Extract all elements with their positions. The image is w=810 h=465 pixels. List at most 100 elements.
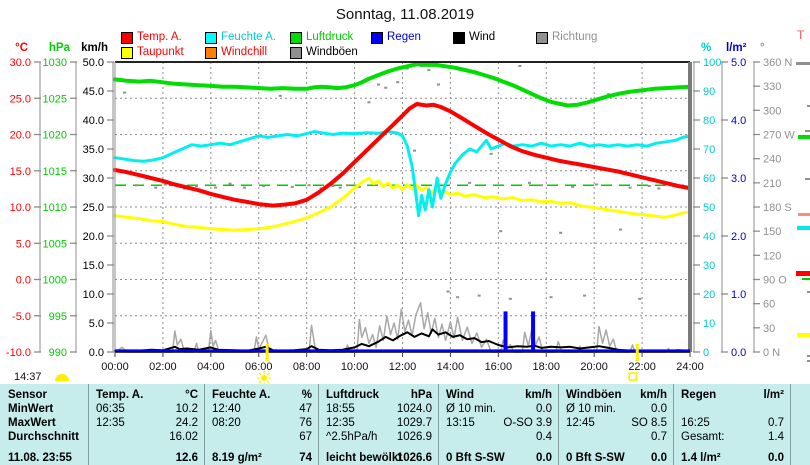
table-cell-max-3-label: 13:15 [446, 417, 475, 429]
table-col-header-unit: l/m² [763, 389, 784, 401]
svg-text:20: 20 [703, 289, 715, 301]
svg-text:04:00: 04:00 [197, 361, 225, 373]
table-cell-min-0-label: 06:35 [96, 403, 125, 415]
table-cell-avg-4-value: 0.7 [651, 431, 667, 443]
legend-label-feuchte-a: Feuchte A. [221, 31, 276, 43]
table-column-separator [88, 384, 89, 465]
svg-text:30.0: 30.0 [83, 173, 104, 185]
svg-text:0 N: 0 N [763, 347, 780, 359]
table-col-header-unit: % [301, 389, 312, 401]
axis-header-wind-unit: km/h [81, 42, 108, 54]
sunset-icon [628, 372, 638, 381]
table-cell-max-2-label: 12:35 [326, 417, 355, 429]
svg-text:20:00: 20:00 [580, 361, 608, 373]
table-cell-max-5-label: 16:25 [681, 417, 710, 429]
legend-swatch-taupunkt [121, 47, 133, 59]
svg-text:10:00: 10:00 [341, 361, 369, 373]
axis-header-pressure-unit: hPa [49, 42, 71, 54]
svg-text:40: 40 [703, 231, 715, 243]
table-col-header-unit: km/h [640, 389, 667, 401]
svg-text:1015: 1015 [43, 166, 67, 178]
svg-text:18:00: 18:00 [532, 361, 560, 373]
table-cell-min-2-label: 18:55 [326, 403, 355, 415]
plot-border-right [688, 62, 692, 352]
table-header-row: Sensor Temp. A. °C Feuchte A.% Luftdruck hPa W… [0, 389, 810, 402]
svg-text:1000: 1000 [43, 275, 67, 287]
right-axis-direction: 0 N 30 60 90 O 120 150 180 S 210 240 270 W 300 330 3… [753, 57, 795, 359]
svg-text:22:00: 22:00 [628, 361, 656, 373]
table-cell-avg-2-label: ^2.5hPa/h [326, 431, 378, 443]
svg-text:10: 10 [703, 318, 715, 330]
statistics-table: Sensor Temp. A. °C Feuchte A.% Luftdruck hPa W… [0, 384, 810, 465]
svg-text:1.0: 1.0 [731, 289, 746, 301]
table-cell-min-4-value: 0.0 [651, 403, 667, 415]
table-cell-current-4-value: 0.0 [651, 452, 667, 464]
svg-text:14:00: 14:00 [437, 361, 465, 373]
svg-text:60: 60 [763, 299, 775, 311]
svg-text:06:00: 06:00 [245, 361, 273, 373]
svg-text:08:00: 08:00 [293, 361, 321, 373]
svg-text:50.0: 50.0 [83, 57, 104, 69]
svg-text:120: 120 [763, 250, 781, 262]
axis-unit-headers: °C hPa km/h% l/m² ° [15, 42, 765, 54]
svg-text:25.0: 25.0 [83, 202, 104, 214]
table-col-header-unit: km/h [525, 389, 552, 401]
svg-text:00:00: 00:00 [101, 361, 129, 373]
legend-swatch-luftdruck [290, 32, 302, 44]
axis-header-temp-unit: °C [15, 42, 28, 54]
svg-text:30.0: 30.0 [10, 57, 31, 69]
table-cell-avg-1-value: 67 [299, 431, 312, 443]
right-axis-humidity: 0 10 20 30 40 50 60 70 80 90 100 [693, 57, 721, 359]
table-cell-current-1-label: 8.19 g/m² [212, 452, 262, 464]
svg-text:0.0: 0.0 [89, 347, 104, 359]
table-cell-min-3-value: 0.0 [536, 403, 552, 415]
table-col-header-name: Luftdruck [326, 389, 380, 401]
time-axis-ticks-labels: 00:00 02:00 04:00 06:00 08:00 10:00 12:00 14:00… [101, 352, 704, 373]
table-cell-min-5-value [681, 403, 784, 416]
legend-label-luftdruck: Luftdruck [306, 31, 354, 43]
series-temp-a-line [113, 102, 692, 208]
left-axis-pressure: 990 995 1000 1005 1010 1015 1020 1025 1030 [43, 57, 77, 359]
table-col-header-unit: hPa [410, 389, 432, 401]
table-col-header-name: Feuchte A. [212, 389, 271, 401]
svg-text:180 S: 180 S [763, 202, 792, 214]
table-row-label: 11.08. 23:55 [8, 452, 72, 464]
svg-text:30: 30 [703, 260, 715, 272]
svg-text:270 W: 270 W [763, 130, 795, 142]
svg-text:3.0: 3.0 [731, 173, 746, 185]
svg-text:80: 80 [703, 115, 715, 127]
svg-text:360 N: 360 N [763, 57, 792, 69]
table-row-label: MaxWert [8, 417, 56, 429]
svg-text:15.0: 15.0 [83, 260, 104, 272]
table-cell-max-2-value: 1029.7 [396, 417, 432, 429]
table-col-header-name: Regen [681, 389, 717, 401]
svg-text:0.0: 0.0 [731, 347, 746, 359]
legend-label-wind: Wind [469, 31, 496, 43]
svg-text:25.0: 25.0 [10, 93, 31, 105]
table-column-separator [318, 384, 319, 465]
table-cell-avg-5-label: Gesamt: [681, 431, 725, 443]
table-cell-current-5-value: 0.0 [768, 452, 784, 464]
svg-text:1020: 1020 [43, 130, 67, 142]
legend-swatch-temp-a [121, 32, 133, 44]
table-col-header-unit: °C [185, 389, 198, 401]
table-row-label: Durchschnitt [8, 431, 79, 443]
cut-off-edge-marks [796, 62, 810, 400]
svg-text:4.0: 4.0 [731, 115, 746, 127]
axis-header-humidity-unit: % [701, 42, 711, 54]
table-cell-max-3-value: O-SO 3.9 [503, 417, 552, 429]
legend-label-windchill: Windchill [221, 46, 268, 58]
svg-text:150: 150 [763, 226, 781, 238]
table-col-header-name: Temp. A. [96, 389, 144, 401]
svg-text:1010: 1010 [43, 202, 67, 214]
svg-text:5.0: 5.0 [16, 238, 31, 250]
left-axis-wind: 0.0 5.0 10.0 15.0 20.0 25.0 30.0 35.0 40.0 45.0 50… [83, 57, 114, 359]
svg-text:240: 240 [763, 154, 781, 166]
svg-text:50: 50 [703, 202, 715, 214]
moonrise-time: 14:37 [14, 371, 42, 383]
svg-text:330: 330 [763, 81, 781, 93]
svg-text:-10.0: -10.0 [6, 347, 31, 359]
table-cell-max-1-value: 76 [299, 417, 312, 429]
legend-swatch-wind [453, 32, 465, 44]
svg-text:5.0: 5.0 [731, 57, 746, 69]
